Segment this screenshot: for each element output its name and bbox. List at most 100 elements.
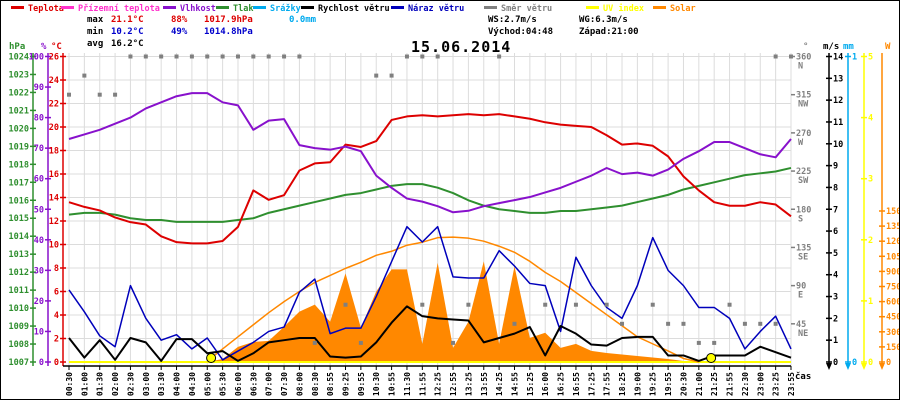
- direction-compass-label: NW: [798, 100, 809, 110]
- x-axis-tick-label: 03:00: [142, 372, 151, 396]
- axis-tick-label: 5: [868, 53, 873, 63]
- axis-tick-label: 60: [34, 175, 44, 185]
- wind-direction-point: [389, 73, 394, 78]
- x-axis-tick-label: 19:00: [633, 372, 642, 396]
- legend-dash-icon: [653, 6, 666, 9]
- axis-tick-label: 8: [833, 183, 838, 193]
- wind-direction-point: [773, 321, 778, 326]
- axis-tick-label: 80: [34, 114, 44, 124]
- x-axis-tick-label: 10:55: [388, 372, 397, 396]
- series-teplota: [68, 113, 792, 245]
- wind-direction-point: [205, 54, 210, 59]
- series-solar-fill: [63, 261, 791, 362]
- axis-tick-label: 0: [852, 358, 857, 368]
- wind-direction-point: [189, 54, 194, 59]
- wind-direction-point: [404, 54, 409, 59]
- wind-direction-point: [773, 54, 778, 59]
- wind-direction-point: [604, 302, 609, 307]
- legend-dash-icon: [301, 6, 314, 9]
- axis-tick-label: 20: [49, 123, 59, 133]
- x-axis-tick-label: 12:55: [449, 372, 458, 396]
- wind-direction-point: [712, 340, 717, 345]
- axis-tick-label: 10: [49, 241, 59, 251]
- x-axis-tick-label: 12:25: [434, 372, 443, 396]
- legend-item-n-raz-v-tru: Náraz větru: [391, 4, 464, 14]
- axis-tick-label: 1050: [886, 252, 900, 262]
- wind-direction-point: [573, 302, 578, 307]
- axis-tick-label: 1013: [9, 250, 29, 260]
- axis-tick-label: 1200: [886, 237, 900, 247]
- axis-tick-label: 4: [833, 271, 838, 281]
- stat-sunrise: Východ:04:48: [488, 27, 554, 37]
- stat-rain-total: 0.0mm: [289, 15, 317, 25]
- axis-unit-label: W: [885, 42, 891, 52]
- stat-min-pressure: 1014.8hPa: [204, 27, 253, 37]
- wind-direction-point: [696, 340, 701, 345]
- axis-arrow-down-icon: [861, 363, 867, 370]
- axis-tick-label: 1014: [9, 232, 29, 242]
- x-axis-tick-label: 11:55: [418, 372, 427, 396]
- wind-direction-point: [758, 321, 763, 326]
- stat-max-temp: 21.1°C: [111, 15, 144, 25]
- x-axis-tick-label: 11:30: [403, 372, 412, 396]
- axis-tick-label: 1007: [9, 358, 29, 368]
- axis-unit-label: %: [41, 42, 47, 52]
- direction-compass-label: NE: [798, 329, 808, 339]
- axis-unit-label: hPa: [9, 42, 25, 52]
- series-n-raz-v-tru: [68, 225, 792, 361]
- axis-tick-label: 12: [833, 96, 843, 106]
- series-tlak: [68, 166, 792, 223]
- axis-tick-label: 600: [886, 298, 900, 308]
- legend-item-rychlost-v-tru: Rychlost větru: [301, 4, 390, 14]
- wind-direction-point: [543, 302, 548, 307]
- x-axis-tick-label: 05:00: [203, 372, 212, 396]
- wind-direction-point: [466, 302, 471, 307]
- wind-direction-point: [788, 54, 793, 59]
- sun-marker-icon: [706, 353, 717, 363]
- axis-tick-label: 6: [833, 227, 838, 237]
- x-axis-tick-label: 02:30: [126, 372, 135, 396]
- axis-tick-label: 1015: [9, 214, 29, 224]
- legend-dash-icon: [163, 6, 176, 9]
- axis-tick-label: 1022: [9, 88, 29, 98]
- x-axis-tick-label: 17:55: [603, 372, 612, 396]
- x-axis-tick-label: 13:25: [464, 372, 473, 396]
- axis-tick-label: 26: [49, 53, 59, 63]
- axis-tick-label: 1017: [9, 178, 29, 188]
- x-axis-tick-label: 23:25: [772, 372, 781, 396]
- axis-tick-label: 0: [886, 358, 891, 368]
- x-axis-tick-label: 03:30: [157, 372, 166, 396]
- axis-tick-label: 1500: [886, 207, 900, 217]
- legend-label: Solar: [670, 4, 696, 14]
- axis-tick-label: 0: [54, 358, 59, 368]
- x-axis-tick-label: 23:00: [756, 372, 765, 396]
- axis-tick-label: 1: [833, 336, 838, 346]
- wind-direction-point: [742, 321, 747, 326]
- direction-degree-label: 315: [796, 91, 811, 101]
- wind-direction-point: [128, 54, 133, 59]
- direction-compass-label: W: [798, 138, 804, 148]
- axis-tick-label: 300: [886, 328, 900, 338]
- axis-tick-label: 1010: [9, 304, 29, 314]
- wind-direction-point: [251, 54, 256, 59]
- legend-dash-icon: [586, 6, 599, 9]
- x-axis-tick-label: 09:25: [342, 372, 351, 396]
- axis-tick-label: 1011: [9, 286, 29, 296]
- axis-unit-label: m/s: [823, 42, 839, 52]
- x-axis-tick-label: 16:55: [572, 372, 581, 396]
- x-axis-tick-label: 06:00: [234, 372, 243, 396]
- x-axis-tick-label: 19:55: [664, 372, 673, 396]
- series-vlhkost: [68, 92, 792, 214]
- axis-tick-label: 2: [833, 314, 838, 324]
- wind-direction-point: [343, 302, 348, 307]
- legend-dash-icon: [216, 6, 229, 9]
- direction-degree-label: 270: [796, 129, 811, 139]
- axis-tick-label: 10: [833, 140, 843, 150]
- axis-tick-label: 150: [886, 343, 900, 353]
- axis-tick-label: 6: [54, 288, 59, 298]
- axis-tick-label: 1019: [9, 142, 29, 152]
- axis-tick-label: 1: [852, 53, 857, 63]
- axis-tick-label: 1012: [9, 268, 29, 278]
- x-axis-tick-label: 07:30: [280, 372, 289, 396]
